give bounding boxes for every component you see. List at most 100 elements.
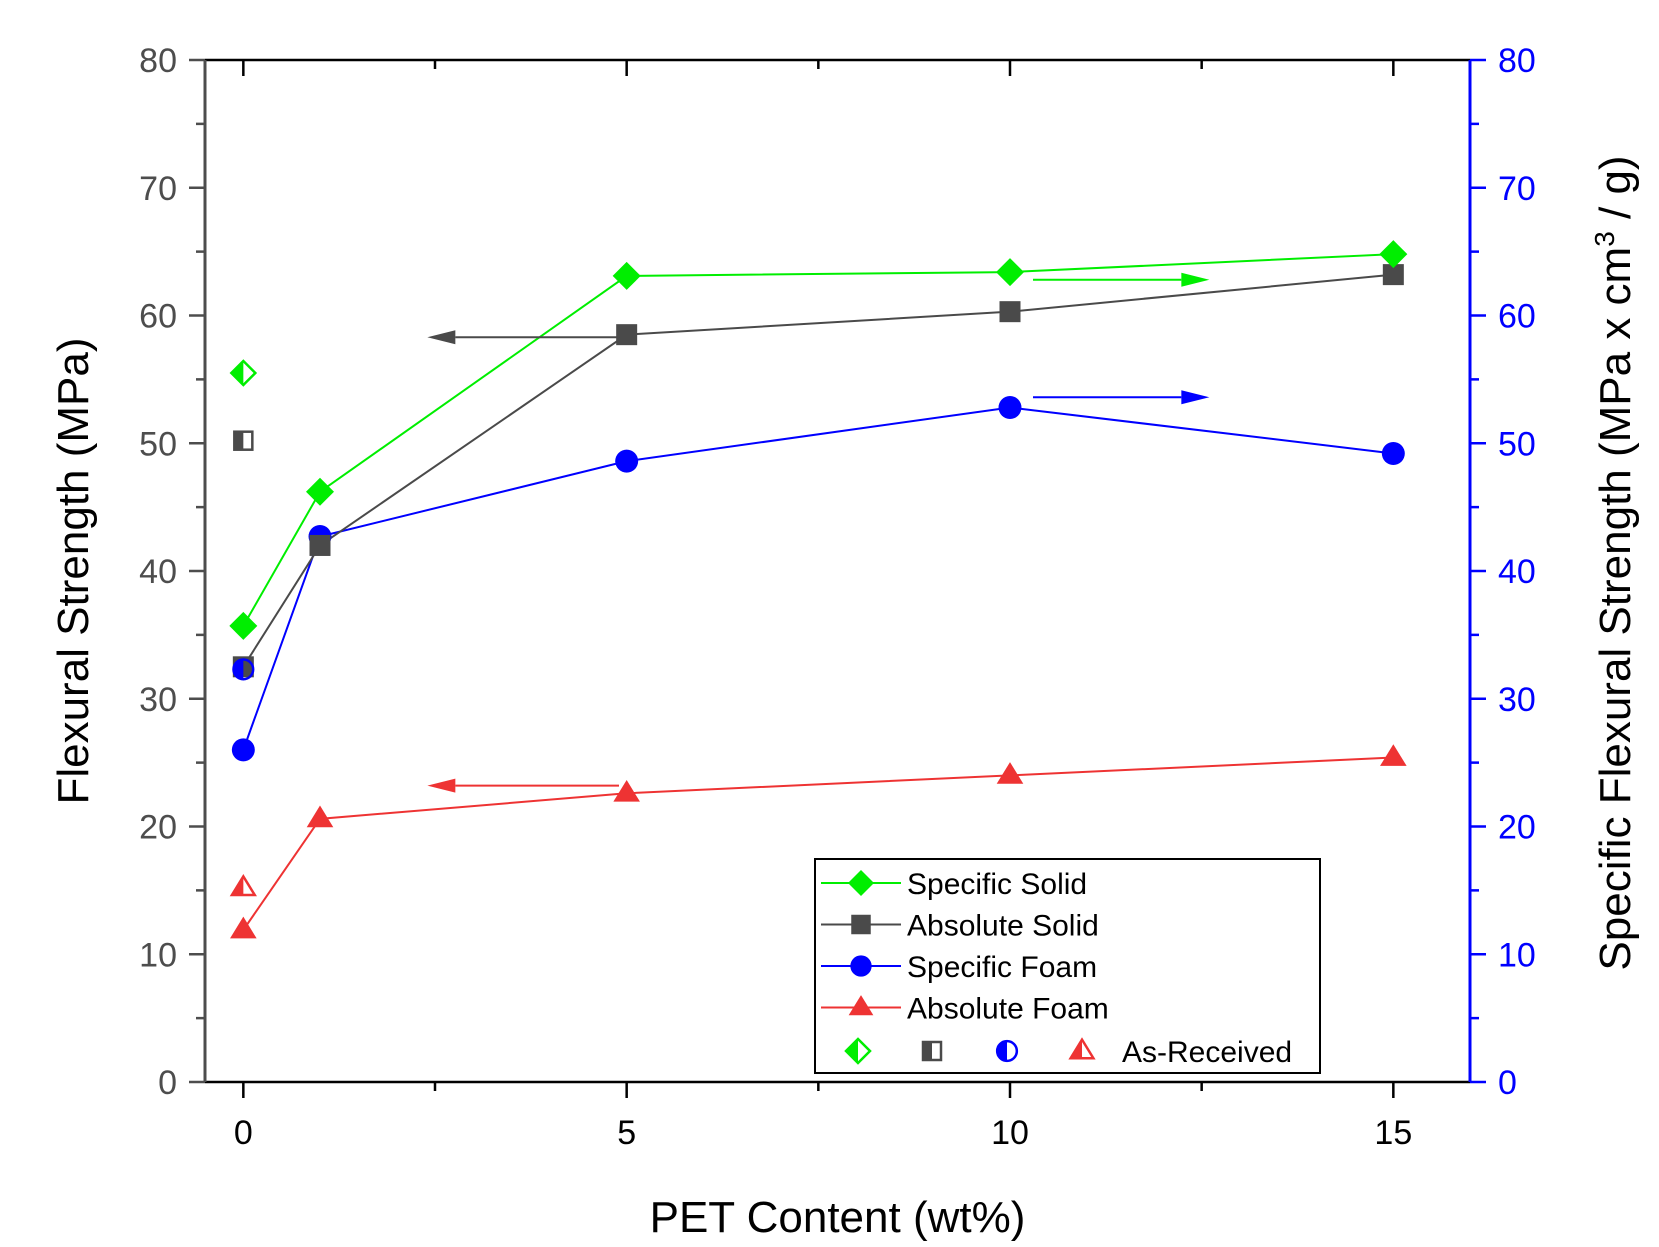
right-y-tick-label: 10	[1498, 936, 1536, 974]
legend-marker-absolute_foam	[848, 995, 874, 1016]
marker-outline	[995, 1039, 1019, 1063]
right-y-tick-label: 70	[1498, 170, 1536, 208]
data-point-specific_foam	[1381, 441, 1405, 465]
legend-as-received-absolute_solid	[921, 1040, 943, 1062]
marker-shape	[306, 805, 334, 828]
legend-marker-specific_foam	[850, 955, 872, 977]
marker-shape	[1379, 240, 1408, 269]
marker-shape	[615, 449, 639, 473]
marker-shape	[229, 611, 258, 640]
marker-shape	[231, 738, 255, 762]
data-point-absolute_foam	[996, 762, 1024, 784]
arrow-head	[427, 778, 456, 793]
legend-label-absolute_solid: Absolute Solid	[907, 910, 1099, 943]
right-y-tick-label: 40	[1498, 553, 1536, 591]
axis-arrow-absolute_solid	[427, 330, 619, 345]
marker-shape	[999, 301, 1021, 323]
marker-outline	[233, 430, 254, 451]
data-point-specific_solid	[1379, 240, 1408, 269]
markers-layer	[229, 240, 1408, 939]
x-tick-label: 0	[234, 1114, 253, 1152]
series-line-specific_foam	[242, 406, 1394, 751]
marker-outline	[229, 874, 257, 897]
left-y-tick-label: 20	[139, 809, 177, 847]
as-received-point-absolute_foam	[229, 874, 257, 897]
legend-marker-absolute_solid	[851, 914, 871, 935]
marker-outline	[232, 658, 255, 681]
data-point-specific_foam	[231, 738, 255, 762]
marker-outline	[1068, 1037, 1096, 1060]
data-point-specific_solid	[229, 611, 258, 640]
marker-outline	[844, 1037, 872, 1065]
marker-shape	[850, 955, 872, 977]
data-point-absolute_solid	[999, 301, 1021, 323]
marker-shape	[998, 396, 1022, 419]
right-y-tick-label: 50	[1498, 425, 1536, 463]
marker-outline	[229, 359, 258, 387]
left-y-tick-label: 60	[139, 298, 177, 336]
marker-shape	[851, 914, 871, 935]
legend: Specific Solid Absolute Solid Specific Foa…	[814, 858, 1321, 1074]
marker-shape	[1380, 744, 1407, 766]
x-tick-label: 15	[1374, 1114, 1412, 1152]
axis-arrow-specific_foam	[1033, 390, 1210, 405]
data-point-absolute_foam	[1380, 744, 1407, 766]
data-point-specific_solid	[306, 477, 334, 506]
x-tick-label: 5	[617, 1114, 636, 1152]
left-y-tick-label: 10	[139, 936, 177, 974]
marker-shape	[848, 995, 874, 1016]
marker-shape	[1382, 264, 1404, 286]
data-point-absolute_foam	[306, 805, 334, 828]
marker-shape	[996, 762, 1024, 784]
legend-label-as-received: As-Received	[1122, 1036, 1292, 1069]
right-y-axis-title: Specific Flexural Strength (MPa x cm3 / …	[1589, 155, 1640, 970]
right-y-tick-label: 80	[1498, 42, 1536, 80]
marker-shape	[230, 916, 257, 939]
axis-arrow-absolute_foam	[427, 778, 619, 793]
legend-label-specific_foam: Specific Foam	[907, 951, 1097, 984]
data-point-specific_foam	[998, 396, 1022, 419]
right-y-title-end: / g)	[1591, 155, 1640, 231]
marker-fill-half	[923, 1042, 932, 1060]
arrow-head	[1181, 272, 1210, 287]
legend-label-specific_solid: Specific Solid	[907, 868, 1087, 901]
data-point-absolute_solid	[1382, 264, 1404, 286]
marker-fill-half	[231, 360, 244, 385]
legend-label-absolute_foam: Absolute Foam	[907, 993, 1109, 1026]
left-y-tick-label: 70	[139, 170, 177, 208]
legend-as-received-specific_solid	[844, 1037, 872, 1065]
left-y-tick-label: 40	[139, 553, 177, 591]
legend-marker-specific_solid	[848, 870, 874, 896]
data-point-specific_foam	[615, 449, 639, 473]
marker-shape	[1381, 441, 1405, 465]
axes-layer: 0 0 10 10 20 20 30 30 40 40 50 50 60 60 70 70 80 80 0 5 10 15…	[49, 42, 1640, 1242]
left-y-tick-label: 80	[139, 42, 177, 80]
right-y-tick-label: 60	[1498, 298, 1536, 336]
left-y-tick-label: 50	[139, 425, 177, 463]
x-axis-title: PET Content (wt%)	[650, 1193, 1026, 1242]
as-received-point-absolute_solid	[233, 430, 254, 451]
marker-shape	[996, 258, 1024, 287]
data-point-absolute_solid	[616, 324, 638, 346]
left-y-tick-label: 0	[158, 1064, 177, 1102]
x-tick-label: 10	[991, 1114, 1029, 1152]
arrow-head	[427, 330, 456, 345]
marker-shape	[612, 261, 641, 290]
data-point-absolute_foam	[230, 916, 257, 939]
series-line-specific_solid	[242, 253, 1394, 627]
series-layer	[242, 253, 1394, 931]
series-line-absolute_solid	[242, 273, 1394, 668]
marker-shape	[848, 870, 874, 896]
as-received-point-specific_solid	[229, 359, 258, 387]
legend-as-received-specific_foam	[995, 1039, 1019, 1063]
marker-fill-half	[234, 431, 244, 450]
marker-shape	[616, 324, 638, 346]
right-y-tick-label: 30	[1498, 681, 1536, 719]
as-received-point-specific_foam	[232, 658, 255, 681]
marker-shape	[309, 534, 331, 556]
data-point-specific_solid	[612, 261, 641, 290]
marker-fill-half	[846, 1039, 858, 1063]
axis-arrow-specific_solid	[1033, 272, 1210, 287]
data-point-absolute_solid	[309, 534, 331, 556]
data-point-absolute_foam	[613, 779, 640, 802]
